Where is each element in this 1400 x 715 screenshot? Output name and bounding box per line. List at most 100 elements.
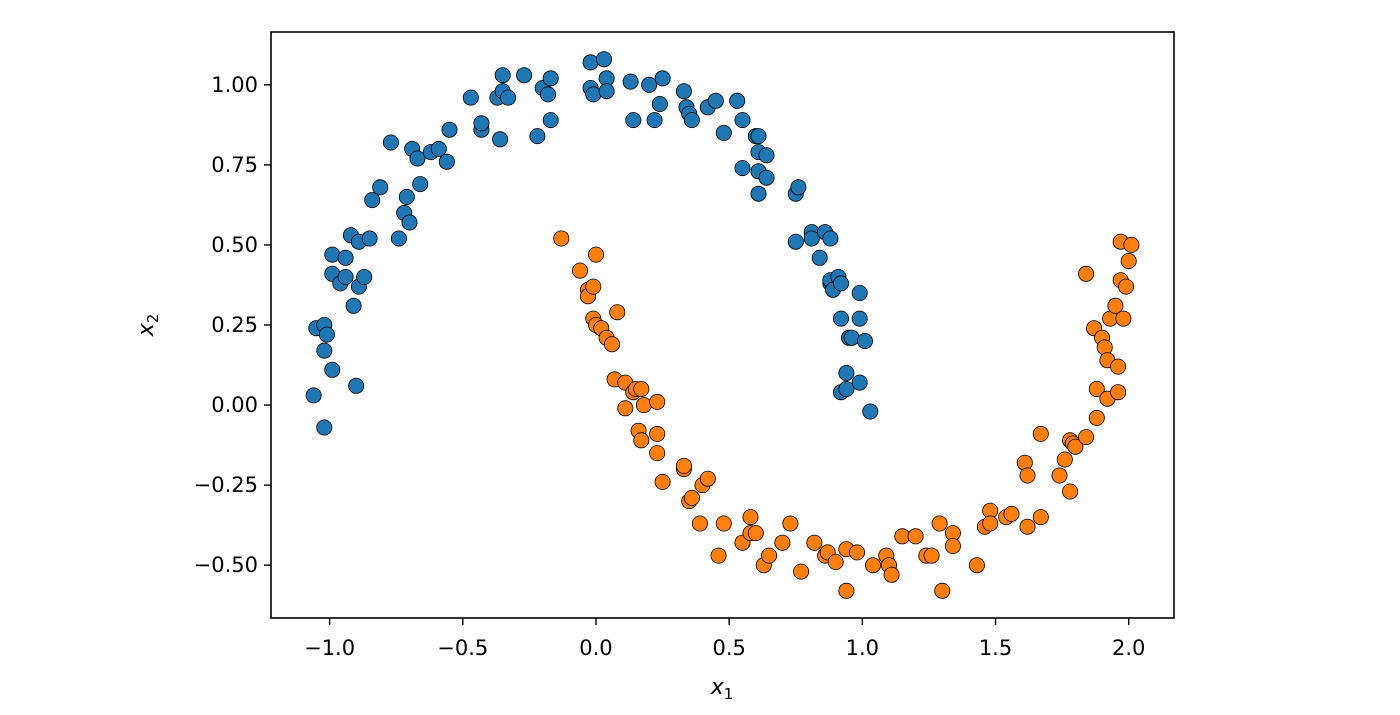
x-tick-label: 0.0 [579, 636, 612, 660]
point-series-2-98 [1123, 236, 1140, 253]
point-series-1-48 [582, 54, 599, 71]
x-tick-label: 1.5 [979, 636, 1012, 660]
point-series-1-47 [542, 112, 559, 129]
points-layer [305, 51, 1140, 599]
point-series-1-45 [540, 86, 557, 103]
point-series-1-60 [675, 83, 692, 100]
point-series-2-40 [761, 547, 778, 564]
x-axis-ticks: −1.0 −0.5 0.0 0.5 1.0 1.5 2.0 [304, 618, 1145, 660]
x-tick-label: 0.5 [712, 636, 745, 660]
point-series-1-29 [412, 176, 429, 193]
point-series-1-53 [598, 83, 615, 100]
point-series-1-39 [494, 67, 511, 84]
x-tick-label: −1.0 [304, 636, 355, 660]
point-series-1-23 [390, 230, 407, 247]
point-series-1-28 [409, 150, 426, 167]
point-series-1-26 [401, 214, 418, 231]
point-series-2-62 [944, 538, 961, 555]
point-series-1-79 [790, 179, 807, 196]
point-series-1-57 [646, 112, 663, 129]
point-series-1-76 [758, 169, 775, 186]
point-series-2-68 [1003, 505, 1020, 522]
point-series-1-84 [822, 230, 839, 247]
point-series-2-54 [883, 566, 900, 583]
point-series-2-50 [849, 544, 866, 561]
point-series-1-7 [324, 361, 341, 378]
point-series-2-29 [683, 489, 700, 506]
x-axis-label: x1 [710, 675, 734, 703]
point-series-2-95 [1115, 310, 1132, 327]
point-series-2-58 [923, 547, 940, 564]
point-series-2-22 [649, 425, 666, 442]
point-series-1-34 [462, 89, 479, 106]
y-tick-label: 0.50 [211, 233, 258, 257]
point-series-2-72 [1032, 509, 1049, 526]
point-series-2-60 [934, 582, 951, 599]
point-series-2-7 [588, 246, 605, 263]
point-series-2-24 [649, 393, 666, 410]
point-series-1-54 [622, 73, 639, 90]
point-series-2-66 [982, 515, 999, 532]
point-series-2-80 [1078, 429, 1095, 446]
point-series-2-76 [1062, 483, 1079, 500]
point-series-2-92 [1110, 384, 1127, 401]
point-series-2-6 [585, 278, 602, 295]
point-series-1-65 [707, 92, 724, 109]
y-axis-label: x2 [134, 314, 162, 338]
point-series-2-43 [793, 563, 810, 580]
point-series-1-31 [430, 140, 447, 157]
point-series-2-20 [633, 432, 650, 449]
point-series-1-97 [851, 310, 868, 327]
point-series-2-49 [838, 582, 855, 599]
point-series-1-98 [851, 374, 868, 391]
point-series-1-33 [441, 121, 458, 138]
point-series-1-77 [787, 233, 804, 250]
point-series-1-59 [654, 70, 671, 87]
point-series-1-55 [625, 112, 642, 129]
point-series-2-81 [1078, 265, 1095, 282]
point-series-1-66 [715, 124, 732, 141]
point-series-2-59 [931, 515, 948, 532]
x-tick-label: 2.0 [1112, 636, 1145, 660]
point-series-2-70 [1019, 518, 1036, 535]
y-tick-label: 0.00 [211, 393, 258, 417]
point-series-2-91 [1110, 358, 1127, 375]
point-series-1-89 [833, 275, 850, 292]
x-tick-label: −0.5 [437, 636, 488, 660]
point-series-2-1 [553, 230, 570, 247]
point-series-2-19 [633, 380, 650, 397]
point-series-1-58 [651, 96, 668, 113]
point-series-1-69 [734, 160, 751, 177]
point-series-1-25 [398, 188, 415, 205]
point-series-2-2 [572, 262, 589, 279]
point-series-2-21 [635, 397, 652, 414]
point-series-2-63 [968, 557, 985, 574]
point-series-2-47 [827, 554, 844, 571]
point-series-2-56 [907, 528, 924, 545]
point-series-2-71 [1019, 467, 1036, 484]
y-tick-label: −0.25 [194, 473, 258, 497]
point-series-1-43 [529, 128, 546, 145]
point-series-1-12 [337, 249, 354, 266]
point-series-1-56 [641, 76, 658, 93]
point-series-1-51 [596, 51, 613, 68]
point-series-1-63 [683, 112, 700, 129]
point-series-2-75 [1056, 451, 1073, 468]
point-series-2-25 [654, 473, 671, 490]
point-series-1-6 [316, 342, 333, 359]
point-series-2-73 [1032, 425, 1049, 442]
point-series-2-23 [649, 445, 666, 462]
point-series-2-38 [747, 525, 764, 542]
point-series-1-42 [516, 67, 533, 84]
point-series-1-93 [838, 380, 855, 397]
point-series-1-67 [729, 92, 746, 109]
point-series-1-2 [316, 419, 333, 436]
point-series-1-20 [364, 192, 381, 209]
point-series-1-96 [851, 284, 868, 301]
point-series-1-68 [734, 112, 751, 129]
point-series-1-75 [758, 147, 775, 164]
point-series-2-90 [1107, 297, 1124, 314]
point-series-1-18 [356, 268, 373, 285]
point-series-1-21 [372, 179, 389, 196]
point-series-2-32 [699, 470, 716, 487]
